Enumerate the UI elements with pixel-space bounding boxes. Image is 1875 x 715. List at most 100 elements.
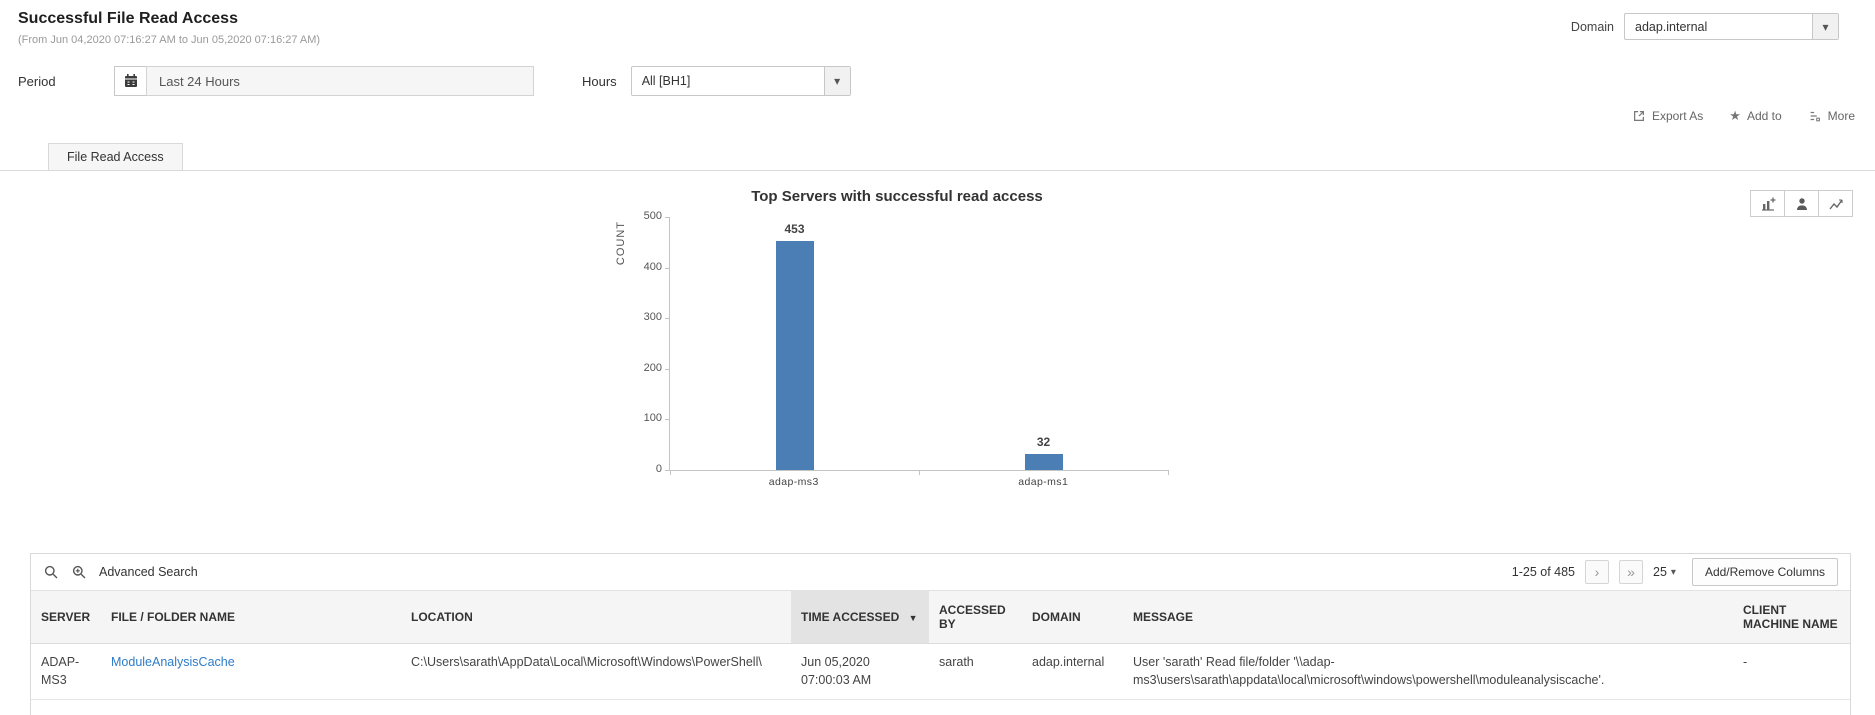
hours-label: Hours (582, 73, 617, 89)
cell-domain: adap.internal (1022, 643, 1123, 700)
report-period-subtitle: (From Jun 04,2020 07:16:27 AM to Jun 05,… (18, 34, 321, 46)
cell-message: User 'sarath' Read file/folder '\\adap-m… (1123, 643, 1733, 700)
col-header-client-machine-name[interactable]: CLIENT MACHINE NAME (1733, 591, 1850, 644)
page-size-value: 25 (1653, 565, 1667, 579)
col-header-domain[interactable]: DOMAIN (1022, 591, 1123, 644)
add-remove-columns-button[interactable]: Add/Remove Columns (1691, 558, 1838, 586)
cell-accessed-by: sarath (929, 643, 1022, 700)
add-chart-button[interactable] (1750, 190, 1785, 217)
more-icon (1810, 111, 1820, 122)
y-tick-mark (665, 368, 670, 370)
y-tick-mark (665, 470, 670, 471)
y-tick-mark (665, 419, 670, 421)
results-table: SERVER FILE / FOLDER NAME LOCATION TIME … (31, 591, 1850, 700)
chart-toolbar (1750, 190, 1853, 217)
user-icon (1796, 197, 1807, 210)
page-size-select[interactable]: 25 ▾ (1653, 565, 1676, 579)
cell-location: C:\Users\sarath\AppData\Local\Microsoft\… (401, 643, 791, 700)
line-chart-button[interactable] (1818, 190, 1853, 217)
period-input[interactable]: Last 24 Hours (146, 66, 534, 96)
y-tick-mark (665, 267, 670, 269)
add-to-button[interactable]: ★ Add to (1729, 108, 1781, 124)
domain-label: Domain (1570, 19, 1614, 34)
y-tick-label: 200 (643, 361, 662, 374)
chevron-down-icon: ▾ (1670, 566, 1676, 578)
y-tick-mark (665, 217, 670, 218)
chevron-down-icon[interactable]: ▾ (823, 67, 850, 95)
col-header-time-accessed[interactable]: TIME ACCESSED ▼ (791, 591, 929, 644)
domain-select-value: adap.internal (1635, 19, 1708, 34)
export-as-button[interactable]: Export As (1632, 109, 1703, 123)
domain-filter: Domain adap.internal ▾ (1571, 13, 1839, 40)
search-button[interactable] (43, 564, 59, 580)
x-tick-mark (1168, 470, 1169, 475)
bar-value-label: 32 (1036, 434, 1051, 449)
user-summary-button[interactable] (1784, 190, 1819, 217)
calendar-icon (124, 74, 137, 87)
last-page-button[interactable]: » (1619, 560, 1643, 584)
sort-caret-icon[interactable]: ▼ (908, 613, 918, 623)
advanced-search-label[interactable]: Advanced Search (99, 565, 198, 579)
col-header-message[interactable]: MESSAGE (1123, 591, 1733, 644)
cell-client-machine-name: - (1733, 643, 1850, 700)
col-header-location[interactable]: LOCATION (401, 591, 791, 644)
chevron-down-icon[interactable]: ▾ (1812, 14, 1838, 39)
filter-row: Period Last 24 Hours Hours All [BH1] ▾ (18, 66, 851, 96)
file-folder-link[interactable]: ModuleAnalysisCache (111, 655, 235, 669)
y-tick-label: 300 (643, 311, 662, 324)
calendar-button[interactable] (114, 66, 146, 96)
advanced-search-button[interactable] (71, 564, 87, 580)
col-header-server[interactable]: SERVER (31, 591, 101, 644)
y-tick-label: 400 (643, 260, 662, 273)
star-icon: ★ (1729, 108, 1741, 123)
advanced-search-icon (72, 565, 86, 579)
tab-file-read-access[interactable]: File Read Access (48, 143, 183, 170)
export-as-label: Export As (1651, 109, 1704, 123)
bar-adap-ms3[interactable] (775, 240, 814, 470)
line-chart-icon (1828, 198, 1843, 209)
bar-value-label: 453 (784, 221, 805, 236)
next-page-button[interactable]: › (1585, 560, 1609, 584)
more-button[interactable]: More (1808, 109, 1855, 123)
chart-plot-area: 0 100 200 300 400 500 453 32 (644, 210, 1169, 475)
more-label: More (1827, 109, 1855, 123)
domain-select[interactable]: adap.internal ▾ (1624, 13, 1839, 40)
pagination: 1-25 of 485 › » 25 ▾ Add/Remove Columns (1512, 558, 1838, 586)
search-icon (44, 565, 58, 579)
x-category-label: adap-ms1 (1018, 476, 1069, 488)
cell-time-accessed: Jun 05,2020 07:00:03 AM (791, 643, 929, 700)
tab-bar: File Read Access (0, 143, 1875, 171)
col-header-accessed-by[interactable]: ACCESSED BY (929, 591, 1022, 644)
y-axis-title: COUNT (615, 221, 627, 266)
period-label: Period (18, 73, 56, 89)
y-tick-label: 0 (655, 463, 662, 475)
table-header-row: SERVER FILE / FOLDER NAME LOCATION TIME … (31, 591, 1850, 644)
cell-server: ADAP-MS3 (31, 643, 101, 700)
y-tick-mark (665, 318, 670, 320)
chart-title: Top Servers with successful read access (751, 188, 1043, 205)
hours-select-value: All [BH1] (641, 74, 691, 88)
table-row[interactable]: ADAP-MS3 ModuleAnalysisCache C:\Users\sa… (31, 643, 1850, 700)
export-icon (1633, 111, 1644, 121)
pagination-range: 1-25 of 485 (1511, 565, 1575, 579)
col-header-time-accessed-label: TIME ACCESSED (801, 610, 900, 624)
x-tick-mark (670, 470, 671, 475)
cell-file-folder-name: ModuleAnalysisCache (101, 643, 401, 700)
y-tick-label: 100 (643, 412, 662, 425)
page-title: Successful File Read Access (18, 10, 238, 27)
y-tick-label: 500 (643, 210, 662, 222)
bar-chart: Top Servers with successful read access … (612, 188, 1182, 494)
x-axis-labels: adap-ms3 adap-ms1 (669, 476, 1168, 494)
add-to-label: Add to (1746, 109, 1782, 123)
bar-adap-ms1[interactable] (1024, 453, 1063, 470)
add-chart-icon (1761, 197, 1775, 211)
results-table-container: Advanced Search 1-25 of 485 › » 25 ▾ Add… (30, 553, 1851, 715)
search-tools: Advanced Search (43, 564, 198, 580)
x-category-label: adap-ms3 (768, 476, 819, 488)
hours-select[interactable]: All [BH1] ▾ (630, 66, 851, 96)
x-tick-mark (919, 470, 920, 475)
report-actions: Export As ★ Add to More (1632, 108, 1855, 124)
chart-body: COUNT 0 100 200 300 400 500 453 32 (615, 210, 1182, 475)
col-header-file-folder-name[interactable]: FILE / FOLDER NAME (101, 591, 401, 644)
